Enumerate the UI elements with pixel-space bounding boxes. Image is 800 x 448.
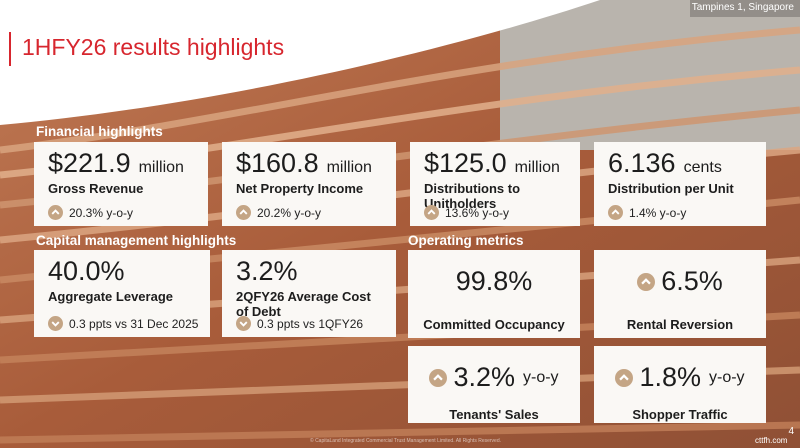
change: 0.3 ppts vs 31 Dec 2025 xyxy=(48,316,198,331)
change-text: 20.2% y-o-y xyxy=(257,205,322,220)
change: 13.6% y-o-y xyxy=(424,205,509,220)
metric-card: 6.5% Rental Reversion xyxy=(594,250,766,338)
value-text: 40.0% xyxy=(48,256,125,286)
metric-value: 1.8% y-o-y xyxy=(608,362,752,393)
value-text: $160.8 xyxy=(236,148,319,178)
metric-label: Aggregate Leverage xyxy=(48,289,173,304)
change-text: 13.6% y-o-y xyxy=(445,205,510,220)
metric-label: Committed Occupancy xyxy=(423,317,565,332)
value-text: $125.0 xyxy=(424,148,507,178)
trend-icon xyxy=(236,205,251,220)
unit-text: cents xyxy=(683,159,722,176)
value-text: 99.8% xyxy=(455,266,533,296)
metric-label: Tenants' Sales xyxy=(449,407,539,422)
change-text: 20.3% y-o-y xyxy=(69,205,134,220)
value-text: 6.136 xyxy=(608,148,676,178)
metric-value: $221.9 million xyxy=(48,148,194,179)
metric-card: $125.0 million Distributions to Unitholder… xyxy=(410,142,580,226)
change: 20.3% y-o-y xyxy=(48,205,133,220)
unit-text: y-o-y xyxy=(708,368,745,386)
metric-card: 6.136 cents Distribution per Unit 1.4% y-o-… xyxy=(594,142,766,226)
section-heading: Operating metrics xyxy=(408,233,524,248)
change-text: 0.3 ppts vs 1QFY26 xyxy=(257,316,364,331)
value-text: 3.2% xyxy=(236,256,298,286)
metric-value: 6.136 cents xyxy=(608,148,752,179)
trend-icon xyxy=(615,368,634,387)
section-heading: Capital management highlights xyxy=(36,233,237,248)
page-number: 4 xyxy=(788,426,794,437)
value-text: 3.2% xyxy=(453,362,515,392)
trend-icon xyxy=(48,205,63,220)
value-text: 1.8% xyxy=(639,362,701,392)
metric-card: $221.9 million Gross Revenue 20.3% y-o-y xyxy=(34,142,208,226)
trend-icon xyxy=(637,272,656,291)
change-text: 1.4% y-o-y xyxy=(629,205,687,220)
metric-label: 2QFY26 Average Cost of Debt xyxy=(236,289,371,319)
metric-label: Distributions to Unitholders xyxy=(424,181,521,211)
unit-text: million xyxy=(514,159,560,176)
slide-title: 1HFY26 results highlights xyxy=(22,34,285,60)
metric-card: 40.0% Aggregate Leverage 0.3 ppts vs 31 De… xyxy=(34,250,210,337)
metric-card: 99.8% Committed Occupancy xyxy=(408,250,580,338)
trend-icon xyxy=(236,316,251,331)
trend-icon xyxy=(48,316,63,331)
location-label: Tampines 1, Singapore xyxy=(691,2,794,13)
trend-icon xyxy=(429,368,448,387)
metric-value: 99.8% xyxy=(422,266,566,297)
metric-label: Gross Revenue xyxy=(48,181,144,196)
metric-value: 3.2% y-o-y xyxy=(422,362,566,393)
unit-text: million xyxy=(138,159,184,176)
change-text: 0.3 ppts vs 31 Dec 2025 xyxy=(69,316,199,331)
metric-value: 6.5% xyxy=(608,266,752,297)
metric-label: Shopper Traffic xyxy=(632,407,728,422)
value-text: $221.9 xyxy=(48,148,131,178)
metric-card: 3.2% y-o-y Tenants' Sales xyxy=(408,346,580,423)
change: 1.4% y-o-y xyxy=(608,205,686,220)
section-heading: Financial highlights xyxy=(36,124,163,139)
copyright: © CapitaLand Integrated Commercial Trust… xyxy=(310,438,501,444)
metric-label: Net Property Income xyxy=(236,181,364,196)
metric-label: Distribution per Unit xyxy=(608,181,734,196)
watermark: cttfh.com xyxy=(755,436,788,445)
change: 20.2% y-o-y xyxy=(236,205,321,220)
metric-card: 1.8% y-o-y Shopper Traffic xyxy=(594,346,766,423)
unit-text: million xyxy=(326,159,372,176)
metric-card: 3.2% 2QFY26 Average Cost of Debt 0.3 ppts … xyxy=(222,250,396,337)
trend-icon xyxy=(608,205,623,220)
metric-label: Rental Reversion xyxy=(626,317,734,332)
value-text: 6.5% xyxy=(661,266,723,296)
metric-value: $125.0 million xyxy=(424,148,566,179)
metric-value: 40.0% xyxy=(48,256,196,287)
metric-value: 3.2% xyxy=(236,256,382,287)
change: 0.3 ppts vs 1QFY26 xyxy=(236,316,363,331)
metric-card: $160.8 million Net Property Income 20.2% y-… xyxy=(222,142,396,226)
unit-text: y-o-y xyxy=(522,368,559,386)
trend-icon xyxy=(424,205,439,220)
metric-value: $160.8 million xyxy=(236,148,382,179)
